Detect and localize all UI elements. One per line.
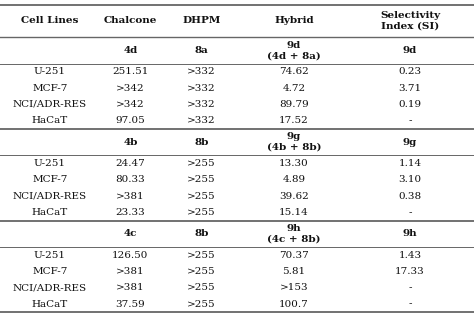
- Text: 8b: 8b: [194, 138, 209, 146]
- Text: >342: >342: [116, 100, 145, 109]
- Text: U-251: U-251: [34, 159, 66, 168]
- Text: 80.33: 80.33: [116, 175, 145, 184]
- Text: -: -: [408, 300, 412, 309]
- Text: 17.33: 17.33: [395, 267, 425, 276]
- Text: Selectivity
Index (SI): Selectivity Index (SI): [380, 11, 440, 30]
- Text: Hybrid: Hybrid: [274, 16, 314, 25]
- Text: >381: >381: [116, 267, 145, 276]
- Text: 17.52: 17.52: [279, 116, 309, 125]
- Text: 0.23: 0.23: [399, 67, 421, 76]
- Text: NCI/ADR-RES: NCI/ADR-RES: [13, 100, 87, 109]
- Text: MCF-7: MCF-7: [32, 84, 67, 93]
- Text: 13.30: 13.30: [279, 159, 309, 168]
- Text: 24.47: 24.47: [116, 159, 145, 168]
- Text: -: -: [408, 116, 412, 125]
- Text: 9d
(4d + 8a): 9d (4d + 8a): [267, 41, 321, 60]
- Text: MCF-7: MCF-7: [32, 267, 67, 276]
- Text: 3.71: 3.71: [399, 84, 421, 93]
- Text: 39.62: 39.62: [279, 191, 309, 201]
- Text: NCI/ADR-RES: NCI/ADR-RES: [13, 283, 87, 292]
- Text: HaCaT: HaCaT: [32, 116, 68, 125]
- Text: >332: >332: [187, 116, 216, 125]
- Text: Chalcone: Chalcone: [104, 16, 157, 25]
- Text: >255: >255: [187, 251, 216, 260]
- Text: 9h: 9h: [403, 229, 417, 238]
- Text: >332: >332: [187, 84, 216, 93]
- Text: 4c: 4c: [124, 229, 137, 238]
- Text: >332: >332: [187, 100, 216, 109]
- Text: -: -: [408, 283, 412, 292]
- Text: 4.72: 4.72: [283, 84, 305, 93]
- Text: U-251: U-251: [34, 67, 66, 76]
- Text: 74.62: 74.62: [279, 67, 309, 76]
- Text: 70.37: 70.37: [279, 251, 309, 260]
- Text: >255: >255: [187, 300, 216, 309]
- Text: >255: >255: [187, 191, 216, 201]
- Text: -: -: [408, 208, 412, 217]
- Text: NCI/ADR-RES: NCI/ADR-RES: [13, 191, 87, 201]
- Text: 23.33: 23.33: [116, 208, 145, 217]
- Text: U-251: U-251: [34, 251, 66, 260]
- Text: DHPM: DHPM: [182, 16, 220, 25]
- Text: >255: >255: [187, 159, 216, 168]
- Text: 89.79: 89.79: [279, 100, 309, 109]
- Text: 100.7: 100.7: [279, 300, 309, 309]
- Text: >332: >332: [187, 67, 216, 76]
- Text: 9h
(4c + 8b): 9h (4c + 8b): [267, 224, 320, 243]
- Text: 8b: 8b: [194, 229, 209, 238]
- Text: >381: >381: [116, 283, 145, 292]
- Text: 4.89: 4.89: [283, 175, 305, 184]
- Text: 1.43: 1.43: [399, 251, 421, 260]
- Text: >255: >255: [187, 208, 216, 217]
- Text: 3.10: 3.10: [399, 175, 421, 184]
- Text: 4d: 4d: [123, 46, 137, 55]
- Text: >381: >381: [116, 191, 145, 201]
- Text: 9g: 9g: [403, 138, 417, 146]
- Text: 37.59: 37.59: [116, 300, 145, 309]
- Text: 97.05: 97.05: [116, 116, 145, 125]
- Text: 15.14: 15.14: [279, 208, 309, 217]
- Text: 251.51: 251.51: [112, 67, 148, 76]
- Text: >153: >153: [280, 283, 308, 292]
- Text: 0.38: 0.38: [399, 191, 421, 201]
- Text: 9g
(4b + 8b): 9g (4b + 8b): [267, 133, 321, 152]
- Text: 9d: 9d: [403, 46, 417, 55]
- Text: >342: >342: [116, 84, 145, 93]
- Text: Cell Lines: Cell Lines: [21, 16, 79, 25]
- Text: >255: >255: [187, 175, 216, 184]
- Text: 4b: 4b: [123, 138, 137, 146]
- Text: >255: >255: [187, 267, 216, 276]
- Text: 1.14: 1.14: [399, 159, 421, 168]
- Text: 5.81: 5.81: [283, 267, 305, 276]
- Text: HaCaT: HaCaT: [32, 208, 68, 217]
- Text: >255: >255: [187, 283, 216, 292]
- Text: MCF-7: MCF-7: [32, 175, 67, 184]
- Text: 8a: 8a: [194, 46, 209, 55]
- Text: 126.50: 126.50: [112, 251, 148, 260]
- Text: 0.19: 0.19: [399, 100, 421, 109]
- Text: HaCaT: HaCaT: [32, 300, 68, 309]
